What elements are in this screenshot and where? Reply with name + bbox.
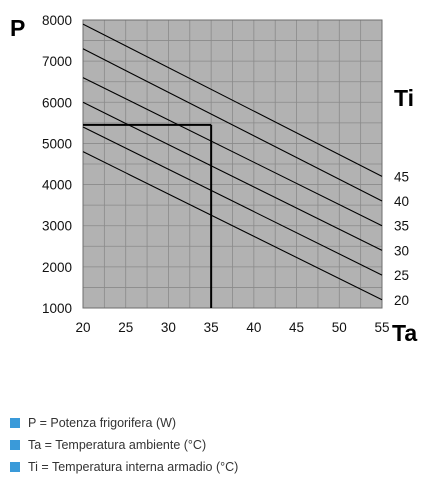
series-title: Ti	[394, 85, 414, 111]
series-line-ti-35	[82, 77, 383, 227]
legend-item-ti: Ti = Temperatura interna armadio (°C)	[10, 456, 238, 478]
series-line-ti-30	[82, 101, 383, 251]
y-axis-label: P	[10, 15, 25, 41]
legend: P = Potenza frigorifera (W) Ta = Tempera…	[10, 412, 238, 478]
legend-item-ta: Ta = Temperatura ambiente (°C)	[10, 434, 238, 456]
y-tick-label: 1000	[42, 301, 72, 316]
series-label-ti-20: 20	[394, 293, 409, 308]
y-tick-label: 5000	[42, 136, 72, 151]
series-line-ti-45	[82, 23, 383, 177]
legend-marker-icon	[10, 462, 20, 472]
y-tick-label: 2000	[42, 260, 72, 275]
x-tick-label: 25	[118, 320, 133, 335]
x-tick-label: 40	[246, 320, 261, 335]
y-tick-label: 8000	[42, 13, 72, 28]
x-tick-label: 35	[204, 320, 219, 335]
plot-border	[82, 19, 383, 309]
y-tick-label: 4000	[42, 178, 72, 193]
x-tick-label: 45	[289, 320, 304, 335]
series-line-ti-40	[82, 48, 383, 202]
y-tick-label: 6000	[42, 95, 72, 110]
x-tick-label: 20	[75, 320, 90, 335]
series-line-ti-20	[82, 151, 383, 301]
series-label-ti-40: 40	[394, 194, 409, 209]
series-label-ti-30: 30	[394, 243, 409, 258]
legend-marker-icon	[10, 440, 20, 450]
x-tick-label: 55	[374, 320, 389, 335]
y-tick-label: 3000	[42, 219, 72, 234]
series-label-ti-25: 25	[394, 268, 409, 283]
legend-item-p: P = Potenza frigorifera (W)	[10, 412, 238, 434]
series-line-ti-25	[82, 126, 383, 276]
series-label-ti-35: 35	[394, 219, 409, 234]
legend-marker-icon	[10, 418, 20, 428]
legend-label: P = Potenza frigorifera (W)	[28, 416, 177, 430]
x-tick-label: 50	[332, 320, 347, 335]
series-label-ti-45: 45	[394, 169, 409, 184]
legend-label: Ta = Temperatura ambiente (°C)	[28, 438, 207, 452]
chart: 4540353025201000200030004000500060007000…	[10, 13, 417, 346]
legend-label: Ti = Temperatura interna armadio (°C)	[28, 460, 239, 474]
x-axis-label: Ta	[392, 320, 417, 346]
y-tick-label: 7000	[42, 54, 72, 69]
x-tick-label: 30	[161, 320, 176, 335]
